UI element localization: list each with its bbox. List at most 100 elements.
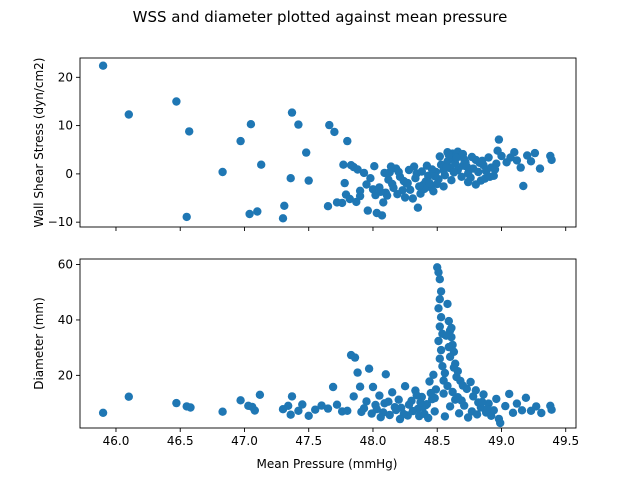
diameter-point (430, 407, 439, 416)
diameter-point (124, 392, 133, 401)
diameter-point (435, 275, 444, 284)
wss-point (497, 151, 506, 161)
wss-point (404, 165, 414, 175)
wss-point (452, 153, 461, 163)
diameter-point (397, 403, 406, 412)
diameter-point (328, 382, 338, 392)
wss-point (337, 198, 347, 208)
diameter-point (404, 400, 414, 409)
wss-point (444, 150, 453, 160)
diameter-point (448, 387, 457, 397)
wss-point (323, 202, 333, 211)
diameter-point (489, 406, 498, 415)
wss-point (286, 174, 295, 183)
wss-y-tick-label: 0 (65, 167, 73, 181)
diameter-point (355, 382, 365, 391)
wss-point (425, 178, 434, 188)
diameter-point (424, 413, 433, 423)
wss-point (474, 167, 483, 177)
diameter-point (492, 394, 501, 404)
diameter-point (537, 408, 546, 418)
diameter-point (449, 363, 459, 372)
diameter-point (376, 413, 385, 422)
diameter-point (362, 397, 371, 406)
diameter-x-tick-label: 48.5 (424, 434, 451, 448)
wss-point (366, 174, 375, 183)
diameter-point (186, 403, 195, 412)
wss-panel: −10 0 10 20 Wall Shear Stress (dyn/cm2) (32, 57, 577, 231)
diameter-point (385, 410, 394, 420)
diameter-point (438, 362, 447, 371)
diameter-point (349, 392, 358, 401)
wss-point (370, 162, 379, 171)
diameter-point (462, 384, 471, 394)
wss-point (330, 127, 339, 137)
diameter-point (501, 401, 510, 411)
diameter-y-axis-label: Diameter (mm) (32, 297, 46, 390)
diameter-point (442, 331, 451, 340)
wss-point (304, 176, 313, 185)
diameter-point (463, 413, 473, 422)
diameter-point (429, 370, 438, 379)
diameter-point (412, 391, 421, 400)
wss-point (463, 177, 473, 187)
diameter-point (436, 287, 446, 296)
wss-point (362, 180, 371, 189)
wss-point (413, 203, 423, 212)
diameter-point (236, 396, 245, 405)
wss-point (359, 168, 369, 178)
wss-point (462, 162, 471, 171)
diameter-point (443, 299, 452, 309)
diameter-point (415, 411, 424, 421)
diameter-point (394, 395, 403, 404)
wss-point (339, 160, 348, 169)
wss-point (440, 171, 450, 180)
figure-suptitle: WSS and diameter plotted against mean pr… (133, 8, 508, 26)
diameter-point (408, 406, 417, 416)
wss-y-tick-label: 20 (58, 70, 73, 84)
wss-point (490, 165, 500, 174)
diameter-point (435, 322, 444, 331)
wss-point (402, 179, 411, 188)
diameter-point (439, 389, 448, 398)
diameter-point (435, 295, 444, 304)
diameter-point (435, 354, 444, 363)
wss-point (363, 206, 372, 215)
diameter-point (323, 404, 333, 413)
diameter-point (478, 397, 487, 407)
diameter-point (381, 370, 390, 379)
diameter-axes-frame (79, 258, 577, 429)
diameter-point (353, 368, 362, 377)
diameter-point (395, 414, 405, 424)
wss-point (526, 157, 536, 166)
wss-point (430, 172, 439, 181)
wss-point (408, 194, 417, 203)
diameter-point (472, 410, 482, 419)
wss-point (435, 152, 444, 161)
diameter-point (496, 418, 505, 428)
wss-point (512, 156, 522, 165)
wss-point (343, 136, 352, 146)
diameter-point (457, 396, 466, 405)
wss-axes-frame (79, 57, 577, 228)
wss-point (415, 182, 424, 191)
wss-point (424, 171, 433, 180)
wss-point (394, 167, 403, 177)
diameter-point (436, 313, 446, 322)
wss-point (124, 110, 133, 119)
wss-point (325, 120, 334, 130)
wss-point (417, 167, 426, 176)
wss-point (516, 163, 525, 172)
diameter-point (172, 398, 181, 408)
wss-y-axis-label: Wall Shear Stress (dyn/cm2) (32, 58, 46, 228)
wss-point (439, 182, 448, 191)
wss-point (393, 190, 402, 199)
diameter-point (505, 389, 514, 399)
wss-point (340, 178, 349, 188)
wss-point (447, 176, 456, 185)
diameter-x-tick-label: 48.0 (360, 434, 387, 448)
diameter-panel: 46.0 46.5 47.0 47.5 48.0 48.5 49.0 49.5 20 40 60 Di… (32, 258, 579, 448)
diameter-point (304, 411, 313, 420)
wss-points (98, 61, 556, 223)
